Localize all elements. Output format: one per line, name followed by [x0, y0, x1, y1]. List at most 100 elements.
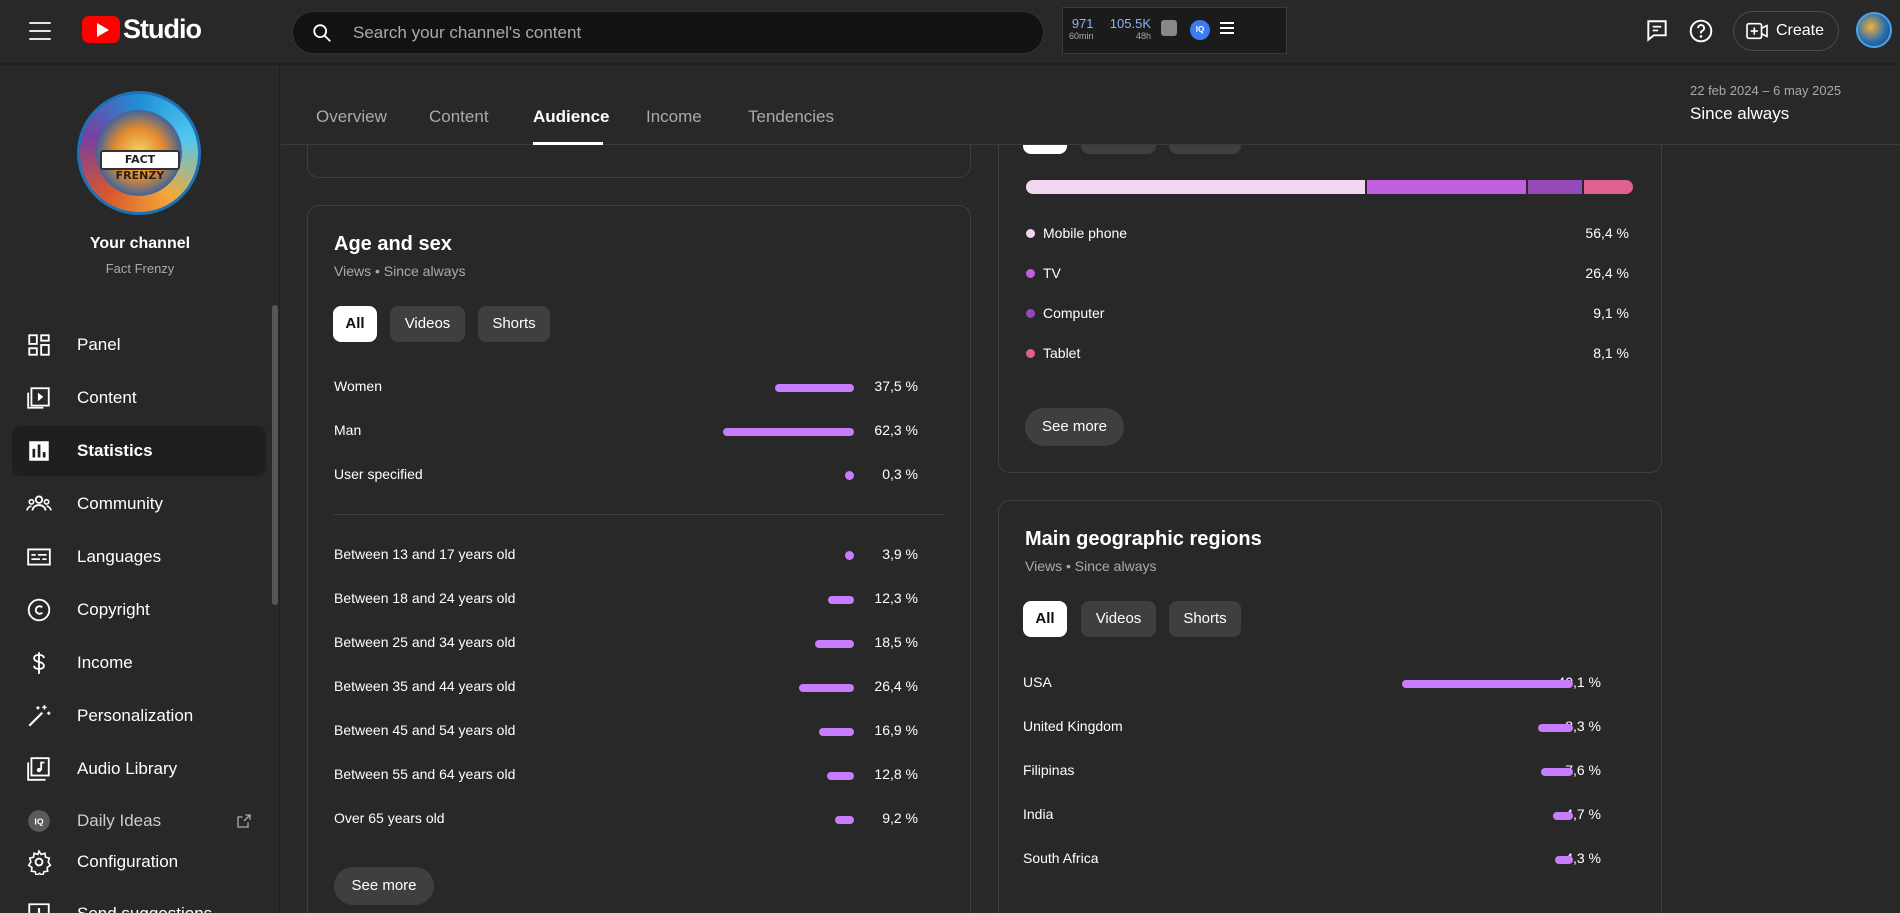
sidebar-item-content[interactable]: Content [12, 373, 266, 423]
card-subtitle: Views • Since always [334, 263, 466, 279]
hamburger-menu-icon[interactable] [24, 18, 56, 44]
sidebar-item-label: Daily Ideas [77, 811, 162, 830]
sidebar-item-send-suggestions[interactable]: Send suggestions [12, 889, 266, 913]
row-bar [834, 816, 854, 824]
sidebar-item-personalization[interactable]: Personalization [12, 691, 266, 741]
row-label: Mobile phone [1043, 225, 1128, 241]
row-label: Man [334, 422, 362, 438]
row-label: Women [334, 378, 382, 394]
logo-text: Studio [123, 14, 202, 44]
row-label: Between 13 and 17 years old [334, 546, 516, 562]
sidebar-item-statistics[interactable]: Statistics [12, 426, 266, 476]
chip-all[interactable]: All [1023, 601, 1067, 637]
external-link-icon[interactable] [236, 813, 252, 829]
see-more-button[interactable]: See more [334, 867, 434, 905]
sidebar-scrollbar[interactable] [272, 305, 278, 605]
row-value: 12,3 % [874, 590, 918, 606]
device-bar-segment [1366, 180, 1526, 194]
search-icon[interactable] [311, 22, 333, 44]
sidebar-item-audio-library[interactable]: Audio Library [12, 744, 266, 794]
views-60min-label: 60min [1069, 31, 1094, 41]
search-input[interactable] [353, 12, 1013, 53]
row-value: 4,3 % [1565, 850, 1601, 866]
sidebar-item-label: Personalization [77, 706, 194, 725]
sidebar-item-configuration[interactable]: Configuration [12, 837, 266, 887]
sidebar-item-community[interactable]: Community [12, 479, 266, 529]
help-icon[interactable] [1688, 18, 1714, 44]
tab-income[interactable]: Income [646, 107, 702, 126]
row-label: United Kingdom [1023, 718, 1123, 734]
row-value: 56,4 % [1585, 225, 1629, 241]
device-bar-segment [1527, 180, 1583, 194]
sidebar-item-label: Languages [77, 547, 162, 566]
row-label: Between 18 and 24 years old [334, 590, 516, 606]
channel-avatar[interactable]: FACT FRENZY [77, 91, 201, 215]
sidebar-item-languages[interactable]: Languages [12, 532, 266, 582]
iq-icon[interactable]: IQ [1190, 20, 1210, 40]
sidebar-item-label: Copyright [77, 600, 150, 619]
chip-shorts[interactable]: Shorts [1169, 601, 1241, 637]
chip-videos[interactable]: Videos [390, 306, 465, 342]
sidebar-item-daily-ideas[interactable]: IQ Daily Ideas [12, 796, 266, 846]
chip-videos[interactable]: Videos [1081, 601, 1156, 637]
row-value: 9,2 % [882, 810, 918, 826]
date-range-dates: 22 feb 2024 – 6 may 2025 [1690, 83, 1842, 98]
extension-widget[interactable]: 971 60min 105.5K 48h IQ [1062, 7, 1287, 54]
see-more-button[interactable]: See more [1025, 408, 1124, 446]
tab-content[interactable]: Content [429, 107, 489, 126]
subtitles-icon[interactable] [1644, 18, 1670, 44]
tab-audience[interactable]: Audience [533, 107, 610, 126]
create-video-icon [1746, 22, 1768, 40]
chip-shorts[interactable]: Shorts [478, 306, 550, 342]
row-value: 62,3 % [874, 422, 918, 438]
legend-dot [1026, 269, 1035, 278]
row-label: TV [1043, 265, 1061, 281]
sidebar-item-label: Statistics [77, 441, 153, 460]
row-bar [815, 640, 854, 648]
device-bar-segment [1026, 180, 1365, 194]
row-label: Between 55 and 64 years old [334, 766, 516, 782]
sidebar: FACT FRENZY Your channel Fact Frenzy Pan… [0, 65, 280, 913]
row-bar [1540, 768, 1573, 776]
sidebar-item-label: Content [77, 388, 137, 407]
top-bar: Studio 971 60min 105.5K 48h IQ Create [0, 0, 1900, 64]
date-range-picker[interactable]: 22 feb 2024 – 6 may 2025 Since always [1690, 83, 1900, 133]
chart-icon[interactable] [1161, 20, 1177, 36]
row-label: User specified [334, 466, 423, 482]
divider [334, 514, 944, 515]
views-60min: 971 60min [1069, 16, 1094, 41]
studio-logo[interactable]: Studio [82, 14, 202, 45]
subtitles-icon [27, 548, 51, 566]
dashboard-icon [28, 334, 50, 356]
sidebar-item-income[interactable]: Income [12, 638, 266, 688]
chip-all[interactable]: All [333, 306, 377, 342]
row-value: 8,3 % [1565, 718, 1601, 734]
create-button[interactable]: Create [1733, 11, 1839, 51]
tab-overview[interactable]: Overview [316, 107, 387, 126]
views-60min-value: 971 [1071, 16, 1094, 31]
row-value: 9,1 % [1593, 305, 1629, 321]
row-label: India [1023, 806, 1054, 822]
channel-title: Your channel [89, 235, 191, 252]
sidebar-item-panel[interactable]: Panel [12, 320, 266, 370]
legend-dot [1026, 349, 1035, 358]
tab-tendencies[interactable]: Tendencies [748, 107, 835, 126]
svg-text:IQ: IQ [34, 816, 43, 826]
sidebar-item-copyright[interactable]: Copyright [12, 585, 266, 635]
row-value: 8,1 % [1593, 345, 1629, 361]
age-sex-card: Age and sex Views • Since always All Vid… [307, 205, 971, 913]
views-48h-label: 48h [1135, 31, 1151, 41]
sidebar-item-label: Community [77, 494, 163, 513]
device-bar-segment [1584, 180, 1633, 194]
account-avatar[interactable] [1856, 12, 1892, 48]
row-bar [1537, 724, 1573, 732]
row-bar [723, 428, 854, 436]
row-bar [818, 728, 854, 736]
community-icon [26, 495, 52, 511]
row-label: Filipinas [1023, 762, 1075, 778]
analytics-tabs: Overview Content Audience Income Tendenc… [281, 65, 1900, 145]
row-value: 26,4 % [874, 678, 918, 694]
row-bar [845, 551, 854, 560]
menu-icon[interactable] [1220, 22, 1234, 34]
sidebar-item-label: Income [77, 653, 133, 672]
